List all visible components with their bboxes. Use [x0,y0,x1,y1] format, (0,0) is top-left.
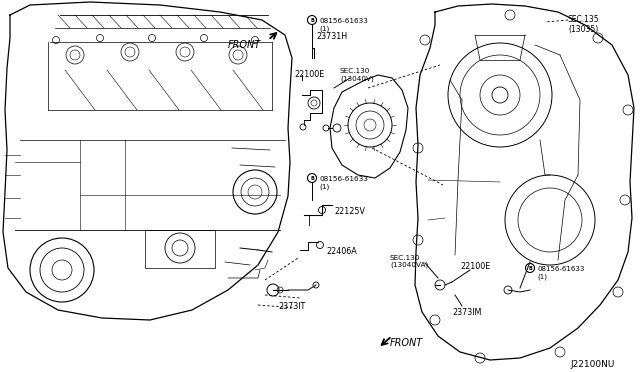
Text: FRONT: FRONT [228,40,261,50]
Text: 08156-61633
(1): 08156-61633 (1) [319,18,368,32]
Text: FRONT: FRONT [390,338,423,348]
Text: 22100E: 22100E [460,262,490,271]
Text: SEC.135
(13035): SEC.135 (13035) [568,15,600,34]
Text: B: B [310,176,314,180]
Text: J22100NU: J22100NU [570,360,614,369]
Text: 22100E: 22100E [294,70,324,79]
Text: 22406A: 22406A [326,247,356,256]
Text: B: B [528,266,532,270]
Text: 22125V: 22125V [334,207,365,216]
Text: B: B [310,17,314,22]
Text: 08156-61633
(1): 08156-61633 (1) [319,176,368,189]
Text: 2373lM: 2373lM [452,308,481,317]
Text: 23731H: 23731H [316,32,347,41]
Circle shape [492,87,508,103]
Text: SEC.130
(13040V): SEC.130 (13040V) [340,68,374,81]
Text: 2373lT: 2373lT [278,302,305,311]
Text: 08156-61633
(1): 08156-61633 (1) [537,266,584,279]
Text: SEC.130
(13040VA): SEC.130 (13040VA) [390,255,428,269]
